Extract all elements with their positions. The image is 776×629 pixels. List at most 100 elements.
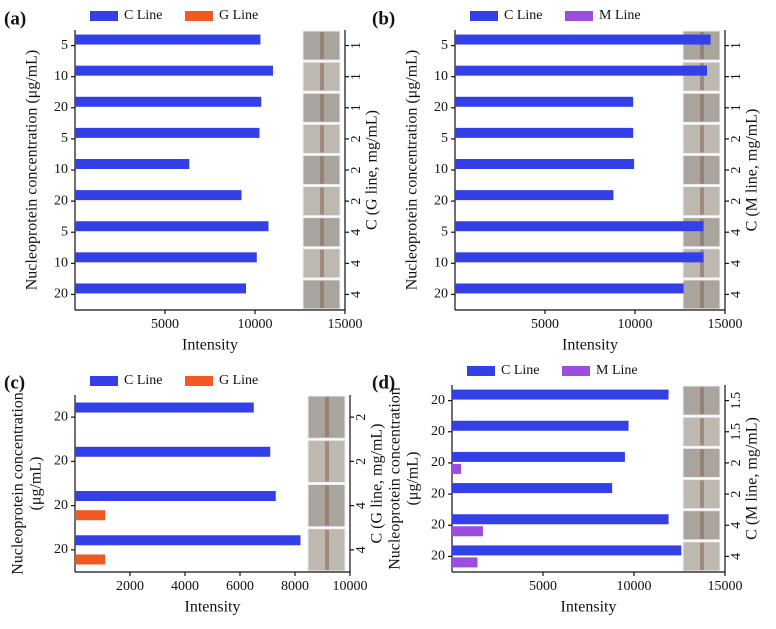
legend-swatch [467,366,495,376]
bar [455,96,634,107]
panel-label: (c) [4,372,25,393]
y-axis-label: Nucleoprotein concentration (μg/mL) [404,50,421,291]
y-tick-label: 20 [434,100,448,115]
legend-label: C Line [501,363,540,378]
y-tick-label: 10 [54,162,68,177]
y-tick-label: 20 [431,455,445,470]
strip-line [700,156,704,184]
strip-line [320,94,324,122]
y2-axis-label: C (M line, mg/mL) [744,109,761,232]
bar [75,34,261,45]
y2-tick-label: 1 [729,73,744,80]
x-tick-label: 15000 [328,317,363,332]
y2-tick-label: 4 [729,260,744,267]
y-tick-label: 10 [434,162,448,177]
x-tick-label: 5000 [531,317,559,332]
bar [455,252,704,263]
strip-line [320,156,324,184]
bar [452,514,669,525]
strip-line [320,63,324,91]
y2-tick-label: 2 [349,198,364,205]
legend-swatch [90,11,118,21]
strip-line [700,125,704,153]
y2-tick-label: 4 [349,291,364,298]
legend-label: C Line [124,8,163,23]
strip-line [700,32,704,60]
x-tick-label: 10000 [333,579,368,594]
y-tick-label: 20 [431,517,445,532]
strip-line [700,249,704,277]
strip-line [700,542,704,570]
y-tick-label: 5 [441,38,448,53]
y-tick-label: 10 [54,69,68,84]
y-tick-label: 5 [61,38,68,53]
y2-tick-label: 2 [729,491,744,498]
y-tick-label: 20 [434,287,448,302]
x-tick-label: 10000 [618,317,653,332]
panel-label: (b) [372,8,395,29]
legend-label: G Line [219,373,258,388]
y2-tick-label: 4 [729,291,744,298]
x-tick-label: 4000 [171,579,199,594]
y-tick-label: 5 [441,131,448,146]
bar [452,389,669,400]
y2-tick-label: 2 [729,135,744,142]
y-tick-label: 20 [54,193,68,208]
strip-line [700,418,704,446]
y2-tick-label: 4 [729,553,744,560]
bar [452,526,483,537]
x-axis-label: Intensity [562,337,618,354]
bar [75,554,106,565]
strip-line [700,387,704,415]
bar [455,127,634,138]
y-tick-label: 20 [431,486,445,501]
y2-tick-label: 1 [729,104,744,111]
y-tick-label: 5 [61,131,68,146]
y-tick-label: 5 [441,224,448,239]
bar [455,34,711,45]
legend-swatch [562,366,590,376]
x-tick-label: 5000 [151,317,179,332]
bar [452,483,613,494]
y2-tick-label: 2 [354,414,369,421]
strip-line [700,511,704,539]
y-tick-label: 20 [434,193,448,208]
bar [75,96,262,107]
bar [75,127,260,138]
strip-line [325,397,329,438]
strip-line [325,485,329,526]
x-tick-label: 8000 [281,579,309,594]
y-tick-label: 20 [54,409,68,424]
strip-line [700,218,704,246]
y2-tick-label: 2 [729,459,744,466]
y-tick-label: 20 [54,498,68,513]
legend-label: M Line [596,363,638,378]
y-tick-label: 10 [434,69,448,84]
y2-tick-label: 1 [729,42,744,49]
bar [75,446,271,457]
y2-tick-label: 1 [349,73,364,80]
strip-line [700,449,704,477]
strip-line [320,218,324,246]
y-tick-label: 20 [54,542,68,557]
strip-line [700,94,704,122]
legend-swatch [565,11,593,21]
strip-line [700,480,704,508]
bar [455,159,635,169]
y2-tick-label: 2 [354,458,369,465]
y-tick-label: 20 [431,393,445,408]
legend-label: G Line [219,8,258,23]
x-tick-label: 6000 [226,579,254,594]
y-axis-label: Nucleoprotein concentration (μg/mL) [24,50,41,291]
y2-tick-label: 1 [349,104,364,111]
y2-tick-label: 4 [354,546,369,553]
strip-line [320,32,324,60]
y-tick-label: 20 [431,549,445,564]
y2-tick-label: 2 [349,135,364,142]
strip-line [320,249,324,277]
y-tick-label: 20 [54,100,68,115]
strip-line [325,529,329,570]
strip-line [325,441,329,482]
strip-line [700,63,704,91]
